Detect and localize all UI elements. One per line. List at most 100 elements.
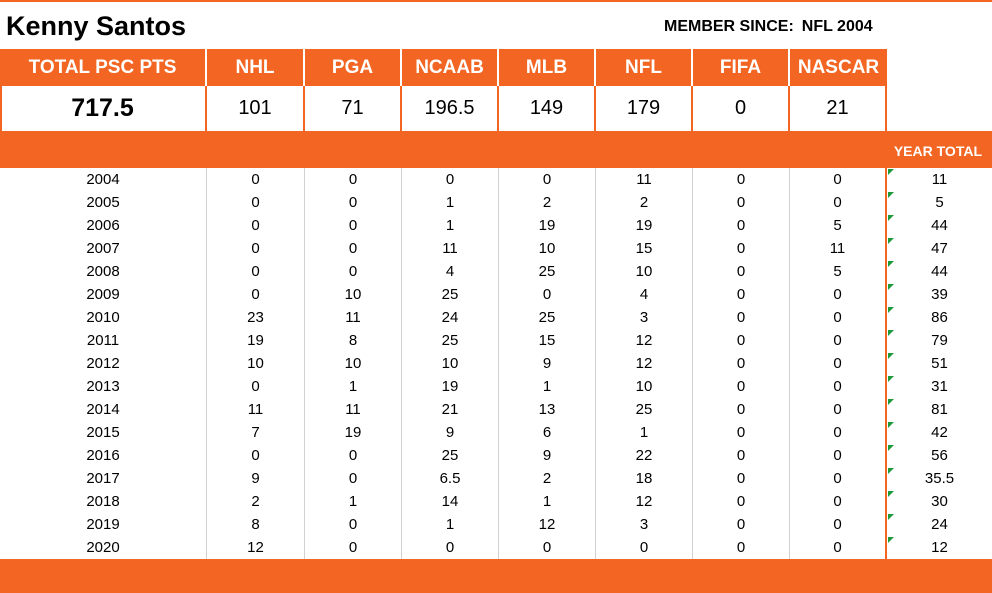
points-cell-ncaab: 19	[402, 375, 499, 398]
points-cell-nhl: 2	[207, 490, 305, 513]
yearly-points-table: 2004 0 0 0 0 11 0 0 11 2005 0 0 1 2 2 0 0 5 2006 0 0 1 19 19 0 5 4…	[0, 168, 992, 559]
points-cell-nhl: 0	[207, 444, 305, 467]
points-cell-nhl: 12	[207, 536, 305, 559]
points-cell-fifa: 0	[693, 536, 790, 559]
year-total-cell: 5	[887, 191, 992, 214]
points-cell-ncaab: 4	[402, 260, 499, 283]
points-cell-mlb: 1	[499, 375, 596, 398]
points-cell-nascar: 0	[790, 306, 887, 329]
year-cell: 2006	[0, 214, 207, 237]
points-cell-nfl: 22	[596, 444, 693, 467]
year-total-value: 5	[935, 194, 944, 211]
points-cell-fifa: 0	[693, 168, 790, 191]
points-cell-nfl: 12	[596, 352, 693, 375]
points-cell-nfl: 10	[596, 260, 693, 283]
points-cell-nascar: 0	[790, 375, 887, 398]
year-total-cell: 81	[887, 398, 992, 421]
points-cell-mlb: 13	[499, 398, 596, 421]
points-cell-pga: 0	[305, 237, 402, 260]
points-cell-nfl: 10	[596, 375, 693, 398]
error-indicator-icon	[888, 422, 894, 428]
table-row: 2015 7 19 9 6 1 0 0 42	[0, 421, 992, 444]
year-total-cell: 39	[887, 283, 992, 306]
member-since-label: MEMBER SINCE:	[664, 18, 794, 35]
divider	[0, 86, 2, 131]
points-cell-ncaab: 1	[402, 191, 499, 214]
year-total-cell: 11	[887, 168, 992, 191]
league-header-fifa: FIFA	[693, 49, 790, 86]
points-cell-mlb: 9	[499, 444, 596, 467]
points-cell-fifa: 0	[693, 513, 790, 536]
points-cell-pga: 1	[305, 490, 402, 513]
points-cell-fifa: 0	[693, 375, 790, 398]
points-cell-fifa: 0	[693, 283, 790, 306]
year-total-value: 79	[931, 332, 948, 349]
points-cell-fifa: 0	[693, 444, 790, 467]
table-row: 2019 8 0 1 12 3 0 0 24	[0, 513, 992, 536]
table-row: 2018 2 1 14 1 12 0 0 30	[0, 490, 992, 513]
year-total-cell: 31	[887, 375, 992, 398]
points-cell-mlb: 12	[499, 513, 596, 536]
points-cell-nfl: 18	[596, 467, 693, 490]
points-cell-nfl: 19	[596, 214, 693, 237]
error-indicator-icon	[888, 445, 894, 451]
year-total-cell: 44	[887, 214, 992, 237]
year-total-header: YEAR TOTAL	[893, 143, 982, 159]
error-indicator-icon	[888, 215, 894, 221]
points-cell-nhl: 8	[207, 513, 305, 536]
points-cell-nascar: 5	[790, 214, 887, 237]
points-cell-pga: 11	[305, 398, 402, 421]
points-cell-ncaab: 24	[402, 306, 499, 329]
year-cell: 2014	[0, 398, 207, 421]
year-cell: 2009	[0, 283, 207, 306]
table-row: 2016 0 0 25 9 22 0 0 56	[0, 444, 992, 467]
year-total-cell: 56	[887, 444, 992, 467]
points-cell-fifa: 0	[693, 191, 790, 214]
points-cell-nfl: 11	[596, 168, 693, 191]
points-cell-pga: 0	[305, 191, 402, 214]
points-cell-ncaab: 14	[402, 490, 499, 513]
year-cell: 2013	[0, 375, 207, 398]
league-total-mlb: 149	[499, 86, 596, 131]
table-row: 2005 0 0 1 2 2 0 0 5	[0, 191, 992, 214]
year-total-cell: 35.5	[887, 467, 992, 490]
error-indicator-icon	[888, 399, 894, 405]
error-indicator-icon	[888, 491, 894, 497]
league-header-nascar: NASCAR	[797, 56, 880, 78]
year-total-value: 11	[931, 171, 948, 188]
year-cell: 2018	[0, 490, 207, 513]
points-cell-pga: 10	[305, 283, 402, 306]
year-total-cell: 51	[887, 352, 992, 375]
points-cell-ncaab: 9	[402, 421, 499, 444]
player-name: Kenny Santos	[6, 11, 187, 41]
league-total-pga: 71	[305, 86, 402, 131]
points-cell-nfl: 1	[596, 421, 693, 444]
points-cell-mlb: 6	[499, 421, 596, 444]
error-indicator-icon	[888, 238, 894, 244]
league-total-ncaab: 196.5	[402, 86, 499, 131]
points-cell-nascar: 0	[790, 513, 887, 536]
points-cell-nhl: 11	[207, 398, 305, 421]
league-total-nfl: 179	[596, 86, 693, 131]
points-cell-fifa: 0	[693, 306, 790, 329]
year-total-value: 81	[931, 401, 948, 418]
points-cell-nhl: 23	[207, 306, 305, 329]
year-total-value: 42	[931, 424, 948, 441]
points-cell-ncaab: 0	[402, 168, 499, 191]
points-cell-ncaab: 25	[402, 283, 499, 306]
year-cell: 2004	[0, 168, 207, 191]
points-cell-fifa: 0	[693, 237, 790, 260]
year-total-value: 51	[931, 355, 948, 372]
error-indicator-icon	[888, 468, 894, 474]
year-cell: 2005	[0, 191, 207, 214]
year-total-value: 44	[931, 217, 948, 234]
points-cell-fifa: 0	[693, 214, 790, 237]
points-cell-nascar: 0	[790, 329, 887, 352]
points-cell-nhl: 0	[207, 283, 305, 306]
year-total-cell: 44	[887, 260, 992, 283]
points-cell-nhl: 10	[207, 352, 305, 375]
points-cell-mlb: 0	[499, 283, 596, 306]
table-row: 2017 9 0 6.5 2 18 0 0 35.5	[0, 467, 992, 490]
points-cell-fifa: 0	[693, 260, 790, 283]
table-row: 2010 23 11 24 25 3 0 0 86	[0, 306, 992, 329]
